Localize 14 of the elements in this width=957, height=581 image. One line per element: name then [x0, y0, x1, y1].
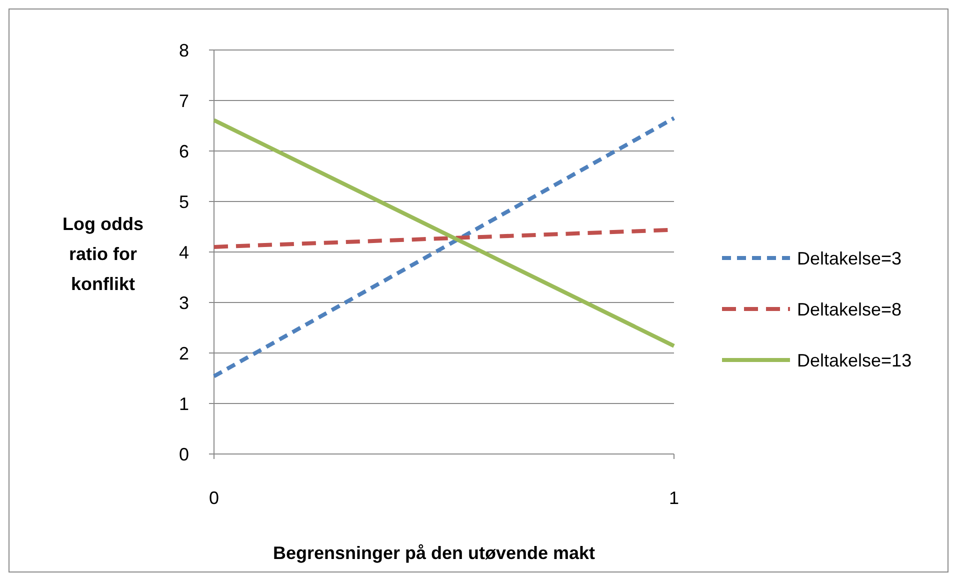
y-tick-label: 0 — [178, 444, 189, 464]
y-tick-label: 5 — [178, 192, 189, 212]
y-tick-label: 4 — [178, 242, 189, 262]
y-axis-title: Log odds ratio for konflikt — [62, 214, 144, 294]
y-tick-label: 1 — [178, 394, 189, 414]
x-axis-title: Begrensninger på den utøvende makt — [272, 543, 596, 563]
y-tick-label: 2 — [178, 343, 189, 364]
legend-label: Deltakelse=8 — [797, 299, 902, 320]
y-tick-label: 8 — [178, 40, 189, 60]
legend-label: Deltakelse=13 — [797, 350, 912, 370]
y-tick-label: 6 — [178, 141, 189, 162]
legend-label: Deltakelse=3 — [797, 248, 902, 268]
y-tick-label: 7 — [178, 90, 189, 111]
y-tick-label: 3 — [178, 292, 189, 313]
